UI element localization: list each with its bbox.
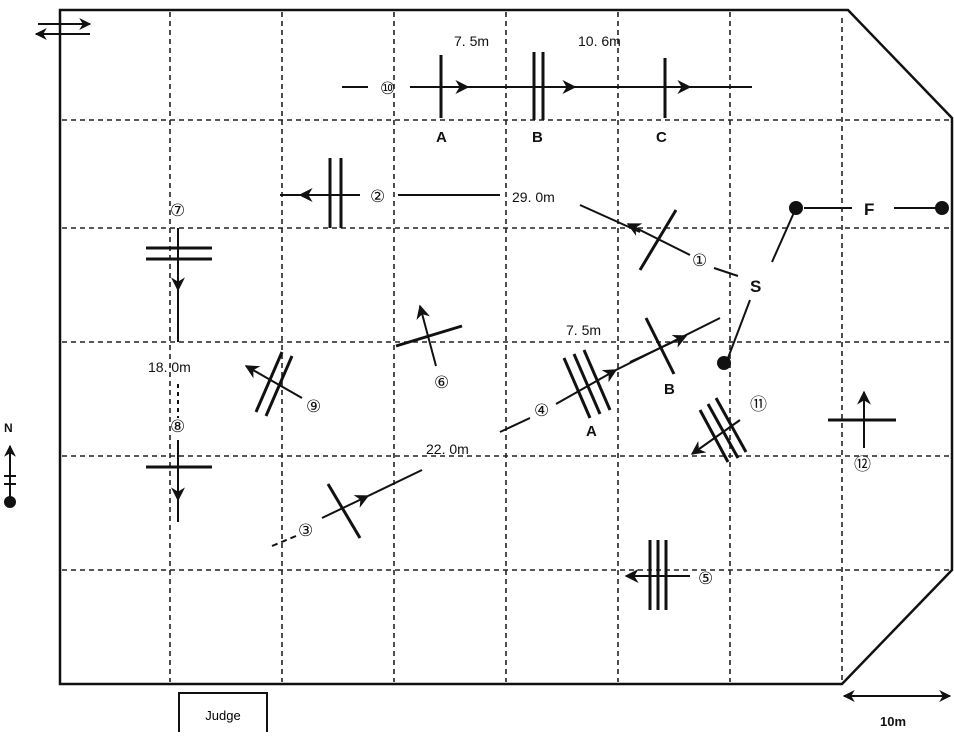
obstacle-3-4 xyxy=(271,317,721,547)
point-a-top: A xyxy=(436,129,447,146)
distance-s-to-2: 29. 0m xyxy=(512,189,555,205)
marker-3: ③ xyxy=(298,521,313,541)
obstacle-2 xyxy=(280,158,641,233)
north-label: N xyxy=(4,421,13,435)
obstacle-12 xyxy=(828,390,896,448)
north-arrow-icon xyxy=(3,444,16,508)
point-c-top: C xyxy=(656,129,667,146)
start-label: S xyxy=(750,277,761,296)
combination-abc xyxy=(342,52,752,120)
marker-7: ⑦ xyxy=(170,201,185,221)
marker-5: ⑤ xyxy=(698,569,713,589)
judge-box: Judge xyxy=(178,692,268,732)
distance-a-to-b: 7. 5m xyxy=(566,322,601,338)
marker-9: ⑨ xyxy=(306,397,321,417)
point-b-top: B xyxy=(532,129,543,146)
obstacle-6 xyxy=(395,304,463,367)
obstacle-11 xyxy=(690,397,748,463)
distance-3-to-4: 22. 0m xyxy=(426,441,469,457)
marker-4: ④ xyxy=(534,401,549,421)
two-way-arrow-icon xyxy=(34,18,92,40)
marker-8: ⑧ xyxy=(170,417,185,437)
obstacle-1 xyxy=(626,209,739,277)
finish-label: F xyxy=(864,200,874,219)
obstacle-7-8 xyxy=(146,228,212,522)
marker-6: ⑥ xyxy=(434,373,449,393)
point-b-mid: B xyxy=(664,381,675,398)
scale-label: 10m xyxy=(880,714,906,729)
distance-ab-top: 7. 5m xyxy=(454,33,489,49)
start-finish-lines xyxy=(717,201,949,370)
marker-10: ⑩ xyxy=(380,79,395,99)
arena-boundary xyxy=(58,8,954,686)
obstacle-9 xyxy=(244,351,303,417)
marker-11: ⑪ xyxy=(750,395,767,415)
marker-1: ① xyxy=(692,251,707,271)
marker-2: ② xyxy=(370,187,385,207)
obstacle-5 xyxy=(624,540,690,610)
distance-bc-top: 10. 6m xyxy=(578,33,621,49)
marker-12: ⑫ xyxy=(854,455,871,475)
point-a-mid: A xyxy=(586,423,597,440)
distance-7-to-8: 18. 0m xyxy=(148,359,191,375)
grid-lines xyxy=(62,12,950,682)
judge-label: Judge xyxy=(205,708,241,723)
